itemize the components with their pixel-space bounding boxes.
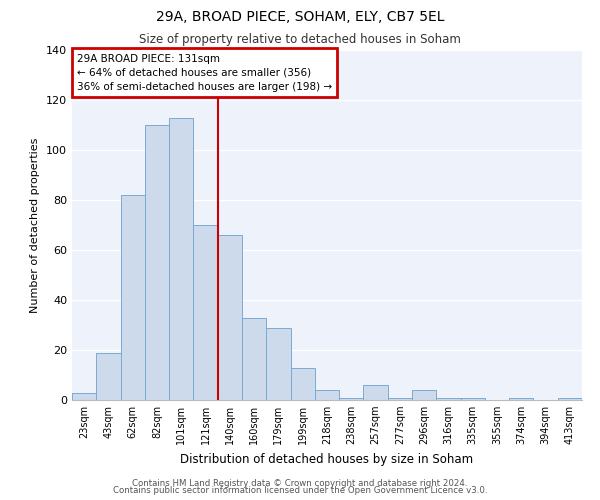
Bar xyxy=(218,235,242,400)
Text: Size of property relative to detached houses in Soham: Size of property relative to detached ho… xyxy=(139,32,461,46)
Text: Contains HM Land Registry data © Crown copyright and database right 2024.: Contains HM Land Registry data © Crown c… xyxy=(132,478,468,488)
Bar xyxy=(436,398,461,400)
Bar xyxy=(145,125,169,400)
Bar xyxy=(412,390,436,400)
Text: 29A BROAD PIECE: 131sqm
← 64% of detached houses are smaller (356)
36% of semi-d: 29A BROAD PIECE: 131sqm ← 64% of detache… xyxy=(77,54,332,92)
Bar xyxy=(121,195,145,400)
Bar xyxy=(72,392,96,400)
Bar xyxy=(242,318,266,400)
Bar xyxy=(509,398,533,400)
Bar xyxy=(266,328,290,400)
Bar xyxy=(388,398,412,400)
Bar xyxy=(96,352,121,400)
Bar xyxy=(339,398,364,400)
Y-axis label: Number of detached properties: Number of detached properties xyxy=(31,138,40,312)
Text: Contains public sector information licensed under the Open Government Licence v3: Contains public sector information licen… xyxy=(113,486,487,495)
X-axis label: Distribution of detached houses by size in Soham: Distribution of detached houses by size … xyxy=(181,452,473,466)
Bar xyxy=(193,225,218,400)
Bar xyxy=(290,368,315,400)
Text: 29A, BROAD PIECE, SOHAM, ELY, CB7 5EL: 29A, BROAD PIECE, SOHAM, ELY, CB7 5EL xyxy=(156,10,444,24)
Bar xyxy=(364,385,388,400)
Bar xyxy=(315,390,339,400)
Bar xyxy=(169,118,193,400)
Bar xyxy=(558,398,582,400)
Bar xyxy=(461,398,485,400)
